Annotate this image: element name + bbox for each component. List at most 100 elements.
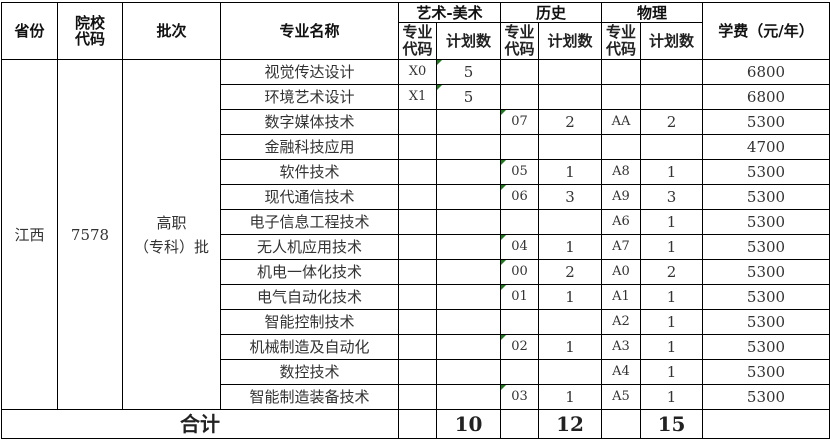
phy-code-cell: A0 (601, 259, 641, 285)
header-major-name: 专业名称 (220, 2, 399, 60)
fee-cell: 5300 (702, 109, 830, 135)
art-code-cell (398, 334, 437, 360)
art-plan-cell (436, 359, 501, 385)
phy-code-cell: A6 (601, 209, 641, 235)
table-row: 环境艺术设计 X1 5 6800 (2, 84, 830, 110)
art-code-cell: X0 (398, 59, 437, 85)
phy-plan-cell: 1 (640, 309, 703, 335)
phy-plan-cell: 1 (640, 384, 703, 410)
phy-plan-cell: 2 (640, 109, 703, 135)
his-plan-cell (538, 359, 602, 385)
major-name-cell: 电气自动化技术 (220, 284, 399, 310)
art-plan-cell (436, 134, 501, 160)
fee-cell: 5300 (702, 159, 830, 185)
fee-cell: 5300 (702, 259, 830, 285)
major-name-cell: 机械制造及自动化 (220, 334, 399, 360)
his-code-cell: 06 (500, 184, 539, 210)
table-row: 现代通信技术 06 3 A9 3 5300 (2, 184, 830, 210)
total-physics: 15 (640, 409, 703, 439)
header-history-code: 专业 代码 (500, 22, 539, 60)
phy-plan-cell: 1 (640, 209, 703, 235)
major-name-cell: 智能制造装备技术 (220, 384, 399, 410)
province-cell: 江西 (1, 59, 58, 410)
empty-cell (601, 409, 641, 439)
art-plan-cell (436, 109, 501, 135)
his-code-cell (500, 309, 539, 335)
fee-cell: 5300 (702, 284, 830, 310)
fee-cell: 5300 (702, 384, 830, 410)
phy-plan-cell: 1 (640, 159, 703, 185)
art-code-cell (398, 109, 437, 135)
art-code-cell (398, 259, 437, 285)
fee-cell: 5300 (702, 234, 830, 260)
his-plan-cell: 1 (538, 334, 602, 360)
his-code-cell: 03 (500, 384, 539, 410)
major-name-cell: 软件技术 (220, 159, 399, 185)
empty-cell (398, 409, 437, 439)
art-code-cell (398, 159, 437, 185)
phy-code-cell: A8 (601, 159, 641, 185)
his-code-cell (500, 84, 539, 110)
his-plan-cell (538, 209, 602, 235)
phy-code-cell: A2 (601, 309, 641, 335)
art-plan-cell (436, 159, 501, 185)
table-row: 无人机应用技术 04 1 A7 1 5300 (2, 234, 830, 260)
phy-code-cell (601, 134, 641, 160)
phy-plan-cell (640, 84, 703, 110)
art-code-cell (398, 234, 437, 260)
art-code-cell (398, 209, 437, 235)
major-name-cell: 无人机应用技术 (220, 234, 399, 260)
header-group-art: 艺术-美术 (398, 2, 501, 23)
his-plan-cell: 1 (538, 384, 602, 410)
his-code-cell (500, 59, 539, 85)
major-name-cell: 现代通信技术 (220, 184, 399, 210)
phy-plan-cell: 2 (640, 259, 703, 285)
header-history-plan: 计划数 (538, 22, 602, 60)
his-plan-cell: 1 (538, 159, 602, 185)
art-code-cell (398, 384, 437, 410)
phy-code-cell (601, 84, 641, 110)
art-plan-cell (436, 384, 501, 410)
header-group-history: 历史 (500, 2, 602, 23)
phy-plan-cell: 1 (640, 334, 703, 360)
table-row: 数字媒体技术 07 2 AA 2 5300 (2, 109, 830, 135)
table-row: 电气自动化技术 01 1 A1 1 5300 (2, 284, 830, 310)
phy-code-cell: A4 (601, 359, 641, 385)
fee-cell: 5300 (702, 359, 830, 385)
total-history: 12 (538, 409, 602, 439)
fee-cell: 6800 (702, 84, 830, 110)
phy-code-cell: A1 (601, 284, 641, 310)
art-code-cell (398, 184, 437, 210)
art-code-cell: X1 (398, 84, 437, 110)
major-name-cell: 电子信息工程技术 (220, 209, 399, 235)
art-plan-cell (436, 284, 501, 310)
art-plan-cell (436, 334, 501, 360)
art-plan-cell (436, 209, 501, 235)
fee-cell: 6800 (702, 59, 830, 85)
phy-code-cell: A5 (601, 384, 641, 410)
art-plan-cell: 5 (436, 59, 501, 85)
empty-cell (702, 409, 830, 439)
total-row: 合计 10 12 15 (1, 409, 830, 439)
his-plan-cell: 1 (538, 284, 602, 310)
his-code-cell (500, 134, 539, 160)
his-code-cell (500, 209, 539, 235)
table-row: 机械制造及自动化 02 1 A3 1 5300 (2, 334, 830, 360)
his-plan-cell: 3 (538, 184, 602, 210)
table-row: 电子信息工程技术 A6 1 5300 (2, 209, 830, 235)
school-code-cell: 7578 (57, 59, 123, 410)
header-batch: 批次 (122, 2, 221, 60)
table-row: 数控技术 A4 1 5300 (2, 359, 830, 385)
phy-plan-cell: 3 (640, 184, 703, 210)
his-code-cell: 00 (500, 259, 539, 285)
fee-cell: 5300 (702, 334, 830, 360)
art-code-cell (398, 284, 437, 310)
phy-plan-cell (640, 59, 703, 85)
empty-cell (500, 409, 539, 439)
his-plan-cell (538, 134, 602, 160)
his-plan-cell (538, 84, 602, 110)
his-code-cell: 02 (500, 334, 539, 360)
total-label: 合计 (1, 409, 399, 439)
phy-plan-cell (640, 134, 703, 160)
